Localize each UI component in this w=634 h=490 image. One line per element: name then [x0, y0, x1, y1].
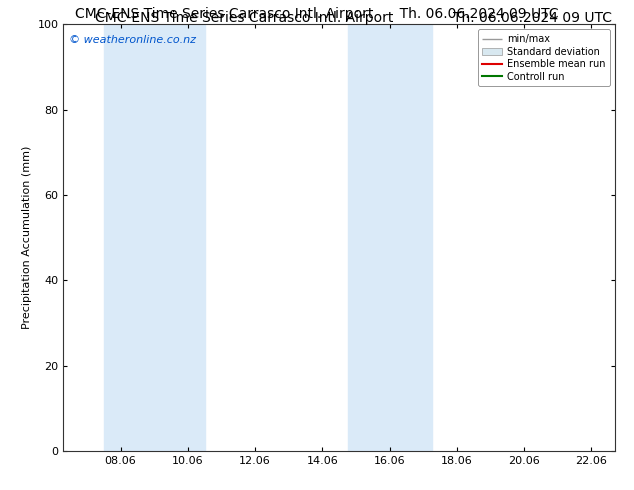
Y-axis label: Precipitation Accumulation (mm): Precipitation Accumulation (mm)	[22, 146, 32, 329]
Legend: min/max, Standard deviation, Ensemble mean run, Controll run: min/max, Standard deviation, Ensemble me…	[477, 29, 610, 86]
Text: Th. 06.06.2024 09 UTC: Th. 06.06.2024 09 UTC	[453, 11, 612, 25]
Bar	[347, 24, 432, 451]
Text: CMC-ENS Time Series Carrasco Intl. Airport: CMC-ENS Time Series Carrasco Intl. Airpo…	[95, 11, 393, 25]
Text: © weatheronline.co.nz: © weatheronline.co.nz	[69, 35, 196, 45]
Bar	[104, 24, 205, 451]
Text: CMC-ENS Time Series Carrasco Intl. Airport      Th. 06.06.2024 09 UTC: CMC-ENS Time Series Carrasco Intl. Airpo…	[75, 7, 559, 22]
